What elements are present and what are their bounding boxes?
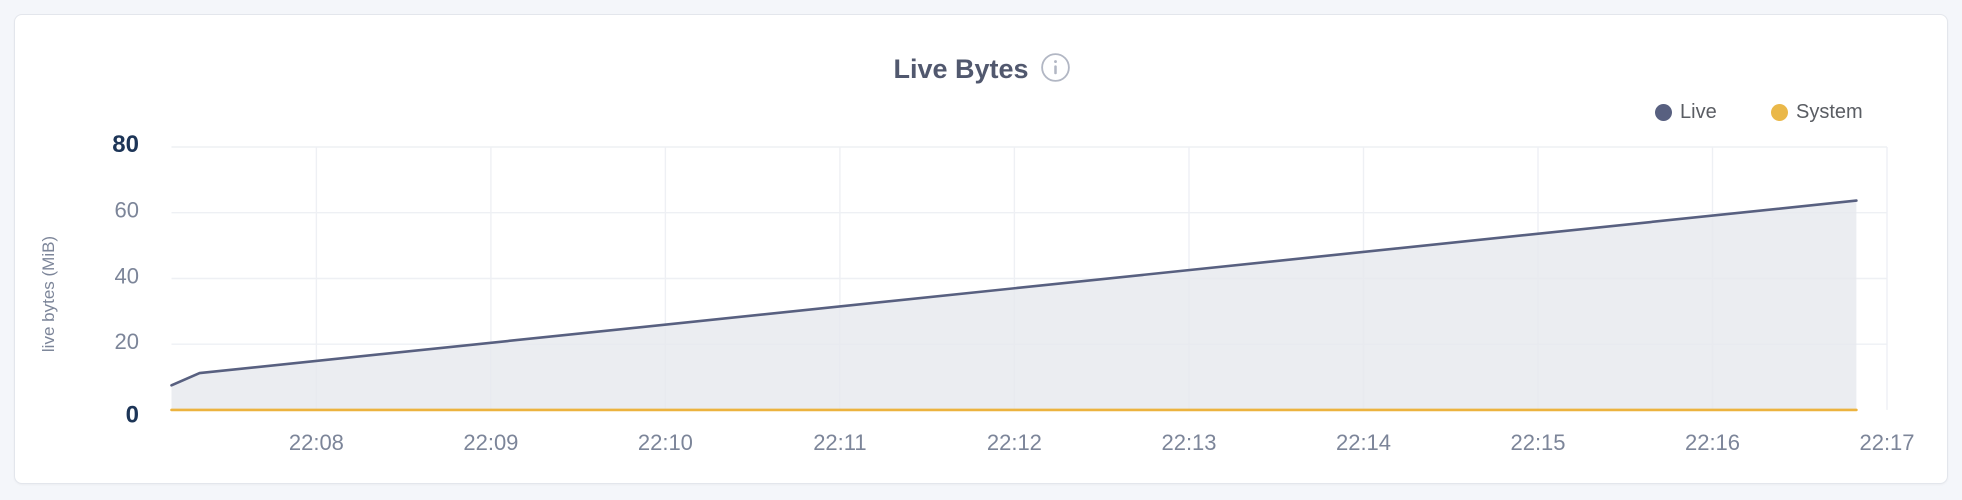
svg-text:22:09: 22:09 — [463, 430, 518, 455]
svg-text:22:15: 22:15 — [1510, 430, 1565, 455]
svg-text:60: 60 — [115, 198, 139, 223]
svg-text:40: 40 — [115, 264, 139, 289]
svg-text:22:10: 22:10 — [638, 430, 693, 455]
svg-text:20: 20 — [115, 329, 139, 354]
svg-text:22:12: 22:12 — [987, 430, 1042, 455]
svg-text:80: 80 — [112, 131, 139, 158]
svg-text:22:16: 22:16 — [1685, 430, 1740, 455]
svg-text:22:14: 22:14 — [1336, 430, 1391, 455]
svg-text:22:13: 22:13 — [1161, 430, 1216, 455]
svg-text:22:08: 22:08 — [289, 430, 344, 455]
svg-text:22:11: 22:11 — [813, 430, 866, 455]
svg-text:0: 0 — [126, 401, 139, 428]
svg-text:22:17: 22:17 — [1859, 430, 1914, 455]
